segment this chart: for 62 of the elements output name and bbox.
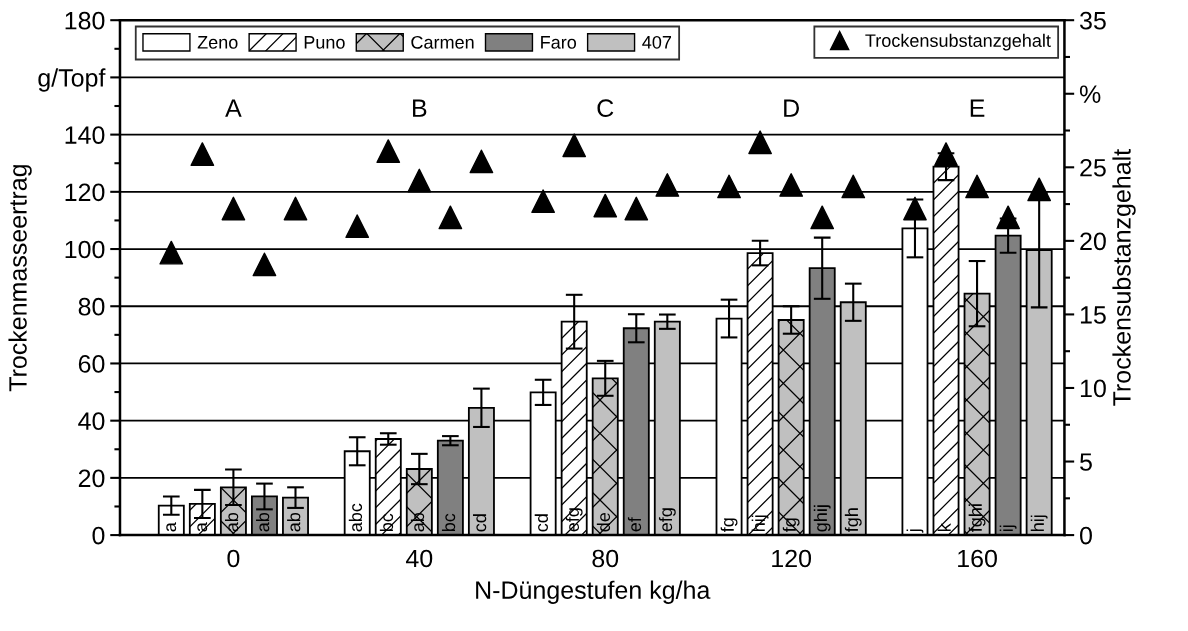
y-tick-label: 80 xyxy=(78,297,105,316)
data-label: efg xyxy=(658,508,676,532)
data-label: fg xyxy=(782,518,800,532)
y-tick-label: 60 xyxy=(78,355,105,373)
data-label: hij xyxy=(1030,515,1048,531)
y-tick-label: 120 xyxy=(65,183,105,202)
x-tick-label: 0 xyxy=(227,549,240,568)
legend-label: Faro xyxy=(541,36,577,49)
y-tick-label: 20 xyxy=(78,469,105,488)
y2-tick-label: % xyxy=(1079,85,1101,103)
annotation: B xyxy=(413,99,427,117)
data-label: ij xyxy=(999,525,1017,532)
y-tick-label: 140 xyxy=(65,126,105,144)
y2-tick-label: 35 xyxy=(1079,11,1106,30)
y2-tick-label: 15 xyxy=(1080,306,1106,324)
legend-label: 407 xyxy=(642,35,672,49)
y-axis-title: Trockenmasseertrag xyxy=(8,165,32,392)
data-label: bc xyxy=(441,513,456,532)
data-label: a xyxy=(197,522,208,532)
data-label: abc xyxy=(348,503,363,532)
y2-tick-label: 10 xyxy=(1080,379,1106,398)
legend-label: Trockensubstanzgehalt xyxy=(865,33,1051,51)
annotation: D xyxy=(784,99,799,117)
y-tick-label: 0 xyxy=(92,526,105,545)
x-tick-label: 80 xyxy=(592,549,619,568)
y2-tick-label: 25 xyxy=(1080,158,1106,177)
data-label: j xyxy=(906,529,924,533)
data-label: efg xyxy=(565,508,583,532)
x-axis-title: N-Düngestufen kg/ha xyxy=(476,580,711,604)
data-label: bc xyxy=(379,513,394,532)
data-label: ab xyxy=(287,512,301,532)
y2-tick-label: 0 xyxy=(1080,526,1092,545)
data-label: fghi xyxy=(968,504,986,532)
legend-label: Carmen xyxy=(411,35,474,49)
data-label: ab xyxy=(256,512,270,532)
data-label: ghij xyxy=(813,505,831,532)
x-tick-label: 160 xyxy=(958,549,997,568)
data-label: hij xyxy=(751,515,769,531)
data-label: k xyxy=(937,523,951,532)
x-tick-label: 40 xyxy=(405,549,433,568)
data-label: cd xyxy=(534,514,548,532)
y-tick-label: g/Topf xyxy=(38,68,106,92)
legend-label: Puno xyxy=(304,36,345,49)
annotation: E xyxy=(970,99,985,117)
data-label: cd xyxy=(473,514,487,532)
y-tick-label: 40 xyxy=(78,412,105,430)
y2-tick-label: 20 xyxy=(1080,232,1106,251)
annotation: A xyxy=(225,99,242,117)
legend-label: Zeno xyxy=(197,36,238,49)
data-label: fg xyxy=(720,518,738,532)
y-tick-label: 100 xyxy=(65,240,105,259)
x-tick-label: 120 xyxy=(772,549,812,568)
data-label: ef xyxy=(627,517,642,532)
annotation: C xyxy=(597,99,614,118)
data-label: fgh xyxy=(844,508,862,532)
y2-axis-title: Trockensubstanzgehalt xyxy=(1112,149,1136,406)
y-tick-label: 180 xyxy=(65,11,105,30)
data-label: ab xyxy=(410,512,425,532)
data-label: de xyxy=(596,512,611,532)
y2-tick-label: 5 xyxy=(1080,453,1092,471)
data-label: ab xyxy=(224,512,239,532)
data-label: a xyxy=(166,522,177,532)
